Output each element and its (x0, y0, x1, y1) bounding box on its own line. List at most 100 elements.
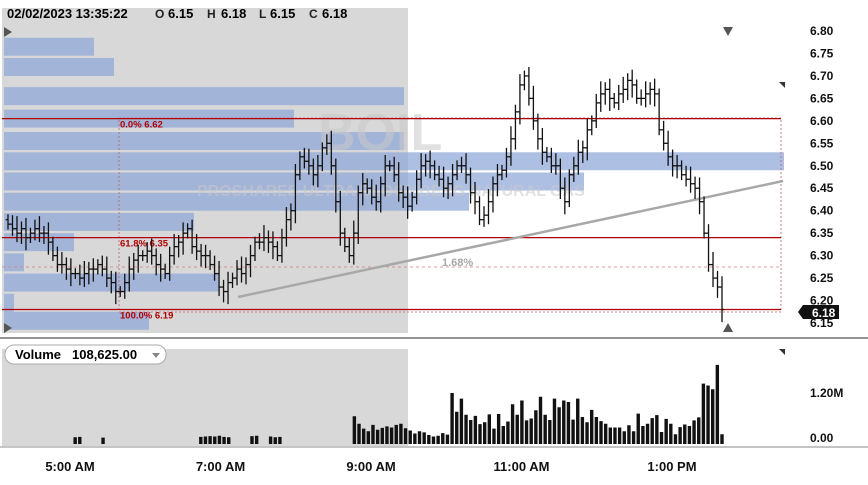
ohlc-bar (257, 233, 262, 250)
ohlc-bar (558, 158, 563, 200)
trendline[interactable] (237, 179, 784, 299)
ohlc-bar (225, 271, 231, 305)
time-axis: 5:00 AM 7:00 AM 9:00 AM 11:00 AM 1:00 PM (45, 459, 696, 474)
volume-bar (636, 413, 640, 444)
ohlc-bar (602, 82, 608, 105)
ohlc-bar (194, 234, 199, 261)
volume-bar (566, 402, 571, 444)
volume-bar (631, 431, 636, 444)
left-edge-marker-bottom[interactable] (4, 323, 12, 333)
volume-bar (455, 411, 459, 444)
ohlc-bar (198, 243, 204, 267)
ohlc-bar (261, 225, 267, 252)
volume-bar (361, 428, 366, 444)
volume-bar (603, 423, 608, 444)
ohlc-bar (486, 189, 491, 225)
bottom-right-scroll-marker[interactable] (723, 323, 733, 332)
ohlc-bar (189, 219, 195, 254)
volume-bar (673, 434, 678, 444)
ohlc-bar (625, 73, 630, 101)
ohlc-bar (504, 147, 509, 178)
ohlc-bar (620, 76, 626, 103)
ohlc-bar (576, 139, 581, 175)
volume-bar (715, 364, 720, 444)
volume-bar (254, 435, 259, 444)
volume-title-value: 108,625.00 (72, 347, 137, 362)
price-tick-label: 6.15 (810, 316, 834, 330)
ohlc-bar (73, 268, 78, 279)
ohlc-bar (320, 142, 325, 172)
volume-bar (524, 420, 529, 444)
ohlc-bar (37, 216, 42, 243)
ohlc-bar (652, 78, 657, 107)
volume-bar (469, 420, 473, 444)
volume-profile-bar (4, 192, 469, 211)
volume-bar (548, 420, 552, 444)
ohlc-bar (216, 261, 222, 297)
ohlc-bar (463, 153, 469, 184)
ohlc-bar (41, 225, 47, 244)
volume-bar (576, 398, 580, 444)
ohlc-bar (185, 223, 190, 239)
volume-bar (431, 436, 436, 444)
volume-bar (697, 417, 701, 444)
ohlc-bar (436, 165, 442, 187)
ohlc-bar (302, 147, 307, 169)
ohlc-bar (562, 177, 568, 215)
ohlc-bar (638, 89, 644, 106)
volume-bar (692, 420, 696, 444)
header-low-value: 6.15 (270, 6, 295, 21)
volume-dropdown-icon[interactable] (152, 353, 160, 358)
ohlc-bar (275, 241, 280, 262)
volume-bar (482, 422, 487, 444)
ohlc-bar (364, 178, 370, 194)
price-tick-label: 6.50 (810, 159, 834, 173)
ohlc-bar (495, 163, 500, 197)
ohlc-bar (297, 151, 303, 181)
volume-bar (608, 427, 613, 444)
volume-bar (650, 418, 654, 444)
header-open-value: 6.15 (168, 6, 193, 21)
volume-bar (403, 428, 408, 444)
top-right-scroll-marker[interactable] (723, 27, 733, 36)
ohlc-bar (535, 113, 541, 150)
volume-bar (278, 436, 282, 444)
volume-profile-bar (4, 293, 14, 312)
ohlc-bar (692, 176, 698, 200)
volume-bar (273, 437, 277, 444)
time-tick-label: 11:00 AM (494, 459, 550, 474)
price-tick-label: 6.80 (810, 24, 834, 38)
ohlc-bar (311, 158, 316, 186)
ohlc-bar (131, 252, 137, 280)
ohlc-bar (683, 165, 689, 187)
volume-title-box[interactable]: Volume 108,625.00 (4, 344, 167, 365)
ohlc-bar (284, 207, 289, 247)
time-tick-label: 7:00 AM (196, 459, 245, 474)
volume-bar (203, 436, 208, 444)
fib-levels: 0.0% 6.62 61.8% 6.35 100.0% 6.19 (2, 117, 781, 322)
ohlc-bar (418, 153, 424, 189)
ohlc-bar (266, 230, 271, 253)
ohlc-bar (647, 82, 653, 105)
volume-bar (408, 430, 412, 444)
watermark-name: PROSHARES ULTRA BLOOMBERG NATURAL GAS (197, 183, 585, 200)
ohlc-bar (333, 158, 339, 213)
ohlc-bar (544, 146, 550, 163)
price-axis: 6.80 6.75 6.70 6.65 6.60 6.55 6.50 6.45 6.40 6.35… (810, 24, 834, 330)
ohlc-bar (288, 203, 294, 231)
volume-bar (227, 437, 231, 444)
volume-bar (701, 383, 706, 444)
header-open-key: O (155, 7, 164, 21)
ohlc-bar (82, 261, 87, 288)
ohlc-bar (670, 149, 675, 177)
volume-bar (73, 437, 77, 444)
left-edge-marker-top[interactable] (4, 27, 12, 37)
volume-bar (622, 431, 626, 444)
volume-profile-bar (4, 57, 114, 76)
volume-bar (552, 398, 557, 444)
ohlc-bar (113, 271, 119, 305)
ohlc-bar (158, 253, 163, 282)
ohlc-bar (68, 258, 74, 287)
ohlc-bar (611, 92, 617, 109)
